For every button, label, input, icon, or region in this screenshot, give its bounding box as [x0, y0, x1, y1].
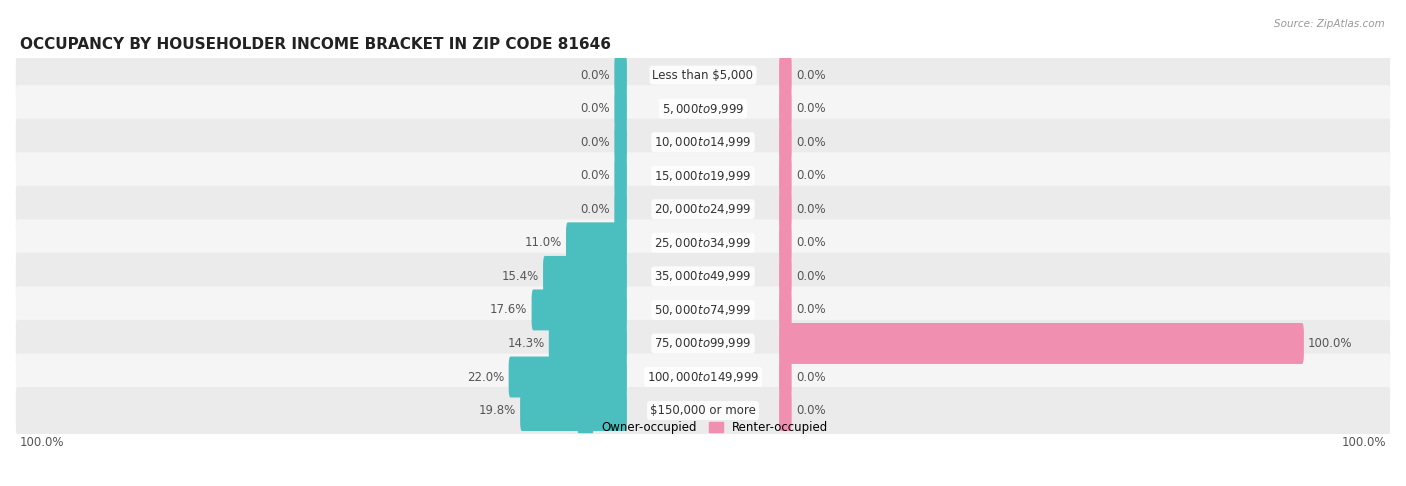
- Text: 0.0%: 0.0%: [581, 69, 610, 82]
- Text: 0.0%: 0.0%: [581, 136, 610, 149]
- FancyBboxPatch shape: [779, 54, 792, 96]
- Text: Source: ZipAtlas.com: Source: ZipAtlas.com: [1274, 19, 1385, 30]
- FancyBboxPatch shape: [15, 85, 1391, 132]
- Text: 0.0%: 0.0%: [796, 69, 825, 82]
- Text: $75,000 to $99,999: $75,000 to $99,999: [654, 336, 752, 350]
- Text: 0.0%: 0.0%: [796, 169, 825, 182]
- FancyBboxPatch shape: [779, 290, 792, 330]
- Text: Less than $5,000: Less than $5,000: [652, 69, 754, 82]
- FancyBboxPatch shape: [614, 88, 627, 129]
- FancyBboxPatch shape: [15, 186, 1391, 233]
- FancyBboxPatch shape: [15, 119, 1391, 166]
- Text: 17.6%: 17.6%: [491, 303, 527, 316]
- FancyBboxPatch shape: [15, 152, 1391, 199]
- Text: 0.0%: 0.0%: [796, 136, 825, 149]
- FancyBboxPatch shape: [614, 122, 627, 163]
- FancyBboxPatch shape: [779, 323, 1303, 364]
- Text: 0.0%: 0.0%: [796, 303, 825, 316]
- FancyBboxPatch shape: [543, 256, 627, 297]
- FancyBboxPatch shape: [15, 387, 1391, 434]
- FancyBboxPatch shape: [520, 390, 627, 431]
- Text: $25,000 to $34,999: $25,000 to $34,999: [654, 236, 752, 250]
- Text: 0.0%: 0.0%: [796, 203, 825, 216]
- Text: OCCUPANCY BY HOUSEHOLDER INCOME BRACKET IN ZIP CODE 81646: OCCUPANCY BY HOUSEHOLDER INCOME BRACKET …: [20, 36, 612, 52]
- Text: 11.0%: 11.0%: [524, 236, 562, 249]
- Text: $5,000 to $9,999: $5,000 to $9,999: [662, 102, 744, 116]
- FancyBboxPatch shape: [548, 323, 627, 364]
- FancyBboxPatch shape: [779, 390, 792, 431]
- FancyBboxPatch shape: [15, 52, 1391, 99]
- FancyBboxPatch shape: [779, 189, 792, 230]
- Text: 0.0%: 0.0%: [796, 370, 825, 383]
- FancyBboxPatch shape: [15, 219, 1391, 266]
- Text: 0.0%: 0.0%: [796, 236, 825, 249]
- Text: $10,000 to $14,999: $10,000 to $14,999: [654, 135, 752, 149]
- FancyBboxPatch shape: [614, 155, 627, 196]
- Legend: Owner-occupied, Renter-occupied: Owner-occupied, Renter-occupied: [572, 417, 834, 439]
- Text: 22.0%: 22.0%: [467, 370, 505, 383]
- Text: 0.0%: 0.0%: [796, 102, 825, 115]
- FancyBboxPatch shape: [614, 189, 627, 230]
- FancyBboxPatch shape: [779, 88, 792, 129]
- Text: 100.0%: 100.0%: [1308, 337, 1353, 350]
- Text: 0.0%: 0.0%: [796, 270, 825, 283]
- Text: 14.3%: 14.3%: [508, 337, 544, 350]
- Text: 0.0%: 0.0%: [796, 404, 825, 417]
- Text: $50,000 to $74,999: $50,000 to $74,999: [654, 303, 752, 317]
- FancyBboxPatch shape: [779, 357, 792, 398]
- FancyBboxPatch shape: [779, 256, 792, 297]
- FancyBboxPatch shape: [567, 223, 627, 263]
- FancyBboxPatch shape: [779, 223, 792, 263]
- Text: 100.0%: 100.0%: [20, 436, 65, 449]
- FancyBboxPatch shape: [509, 357, 627, 398]
- FancyBboxPatch shape: [15, 253, 1391, 300]
- Text: 0.0%: 0.0%: [581, 102, 610, 115]
- Text: $35,000 to $49,999: $35,000 to $49,999: [654, 269, 752, 283]
- FancyBboxPatch shape: [15, 320, 1391, 367]
- FancyBboxPatch shape: [614, 54, 627, 96]
- FancyBboxPatch shape: [15, 353, 1391, 400]
- FancyBboxPatch shape: [15, 286, 1391, 333]
- Text: 0.0%: 0.0%: [581, 169, 610, 182]
- Text: $150,000 or more: $150,000 or more: [650, 404, 756, 417]
- FancyBboxPatch shape: [779, 122, 792, 163]
- Text: $100,000 to $149,999: $100,000 to $149,999: [647, 370, 759, 384]
- FancyBboxPatch shape: [779, 155, 792, 196]
- Text: 100.0%: 100.0%: [1341, 436, 1386, 449]
- Text: 15.4%: 15.4%: [502, 270, 538, 283]
- Text: 19.8%: 19.8%: [478, 404, 516, 417]
- Text: $15,000 to $19,999: $15,000 to $19,999: [654, 169, 752, 183]
- FancyBboxPatch shape: [531, 290, 627, 330]
- Text: 0.0%: 0.0%: [581, 203, 610, 216]
- Text: $20,000 to $24,999: $20,000 to $24,999: [654, 202, 752, 216]
